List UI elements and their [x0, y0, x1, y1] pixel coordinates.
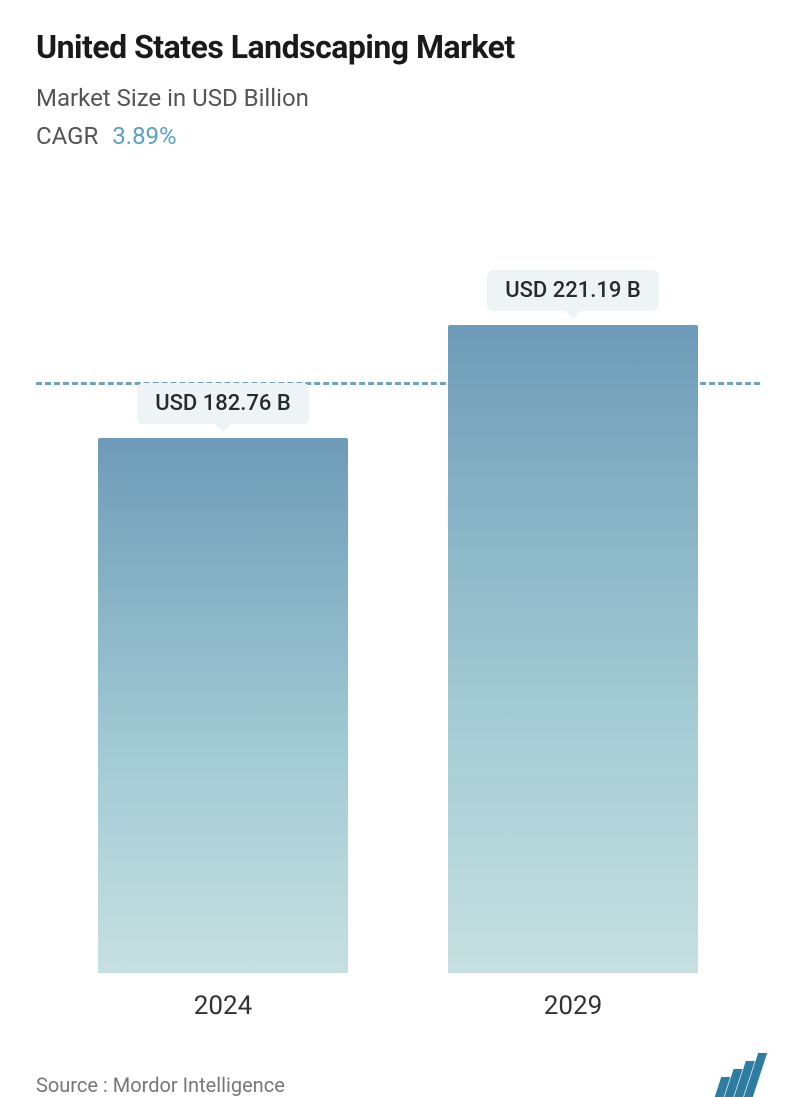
year-label-2024: 2024: [194, 991, 252, 1021]
mordor-logo-icon: [718, 1053, 760, 1097]
chart-title: United States Landscaping Market: [36, 28, 760, 66]
chart-footer: Source : Mordor Intelligence: [36, 1043, 760, 1097]
cagr-label: CAGR: [36, 122, 98, 150]
value-label-2029: USD 221.19 B: [487, 270, 659, 311]
chart-area: USD 182.76 B 2024 USD 221.19 B 2029: [36, 190, 760, 1043]
bar-group-2029: USD 221.19 B 2029: [448, 270, 698, 973]
bar-2029: [448, 325, 698, 973]
bar-group-2024: USD 182.76 B 2024: [98, 383, 348, 973]
source-attribution: Source : Mordor Intelligence: [36, 1073, 285, 1097]
bar-2024: [98, 438, 348, 973]
cagr-value: 3.89%: [112, 122, 176, 150]
chart-subtitle: Market Size in USD Billion: [36, 84, 760, 112]
cagr-row: CAGR 3.89%: [36, 122, 760, 150]
value-label-2024: USD 182.76 B: [137, 383, 309, 424]
year-label-2029: 2029: [544, 991, 602, 1021]
chart-container: United States Landscaping Market Market …: [0, 0, 796, 1034]
